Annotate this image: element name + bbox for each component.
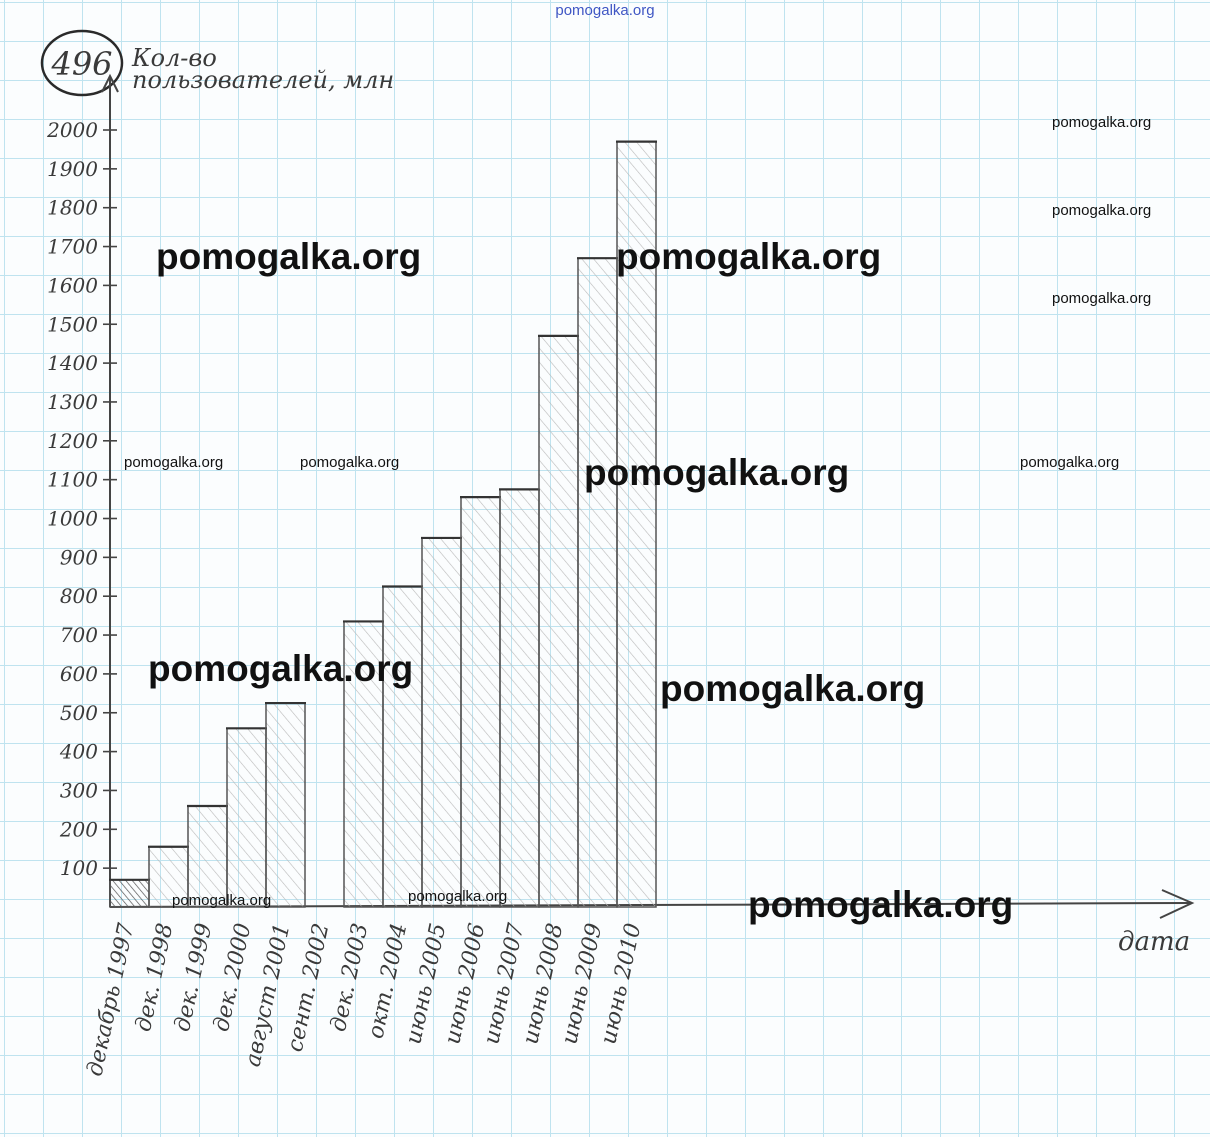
y-tick-label: 300 <box>60 778 98 802</box>
x-axis-label: дата <box>1118 927 1190 957</box>
watermark-10: pomogalka.org <box>124 454 224 471</box>
watermark-13: pomogalka.org <box>172 892 272 909</box>
watermark-1: pomogalka.org <box>156 236 422 277</box>
problem-number: 496 <box>50 45 112 83</box>
watermark-2: pomogalka.org <box>616 236 882 277</box>
y-tick-label: 600 <box>60 662 98 686</box>
watermark-4: pomogalka.org <box>148 648 414 689</box>
y-tick-label: 900 <box>60 545 98 569</box>
y-tick-label: 400 <box>59 740 98 764</box>
y-axis-label: Кол-во пользователей, млн <box>131 44 394 94</box>
bar <box>109 879 150 908</box>
watermark-6: pomogalka.org <box>748 884 1014 925</box>
y-tick-label: 1400 <box>47 351 98 375</box>
watermark-5: pomogalka.org <box>660 668 926 709</box>
bar <box>460 496 501 908</box>
watermark-8: pomogalka.org <box>1052 202 1152 219</box>
y-tick-label: 200 <box>59 817 98 841</box>
bar <box>382 585 423 908</box>
bar <box>343 620 384 908</box>
problem-number-marker: 496 <box>40 29 124 97</box>
watermark-12: pomogalka.org <box>1020 454 1120 471</box>
x-axis-arrow <box>1159 889 1195 919</box>
bar <box>538 335 579 908</box>
y-tick-label: 700 <box>60 623 98 647</box>
y-tick-label: 800 <box>60 584 98 608</box>
watermark-3: pomogalka.org <box>584 452 850 493</box>
bar <box>187 805 228 908</box>
y-axis-arrow <box>101 73 119 93</box>
x-tick-label: дек. 1999 <box>170 921 217 1034</box>
y-axis-ticks: 100 200 300 400 500 600 700 800 900 1000 1100 1200 1… <box>46 118 117 880</box>
watermark-9: pomogalka.org <box>1052 290 1152 307</box>
y-tick-label: 1800 <box>47 196 98 220</box>
x-tick-label: дек. 1998 <box>131 921 178 1034</box>
bar <box>226 727 267 908</box>
bar <box>616 140 657 908</box>
watermark-top: pomogalka.org <box>555 2 655 19</box>
y-tick-label: 1600 <box>47 273 98 297</box>
watermark-7: pomogalka.org <box>1052 114 1152 131</box>
bar <box>577 257 618 908</box>
x-tick-label: дек. 2003 <box>326 921 373 1034</box>
x-tick-label: декабрь 1997 <box>83 921 140 1078</box>
y-tick-label: 1500 <box>47 312 98 336</box>
y-tick-label: 500 <box>60 701 98 725</box>
x-tick-label: дек. 2000 <box>209 921 256 1034</box>
y-tick-label: 1100 <box>47 468 98 492</box>
y-tick-label: 100 <box>60 856 98 880</box>
bar <box>421 537 462 908</box>
y-tick-label: 1900 <box>47 157 98 181</box>
y-tick-label: 2000 <box>46 118 98 142</box>
bar <box>265 702 306 908</box>
watermark-11: pomogalka.org <box>300 454 400 471</box>
bar <box>499 488 540 908</box>
y-tick-label: 1200 <box>47 429 98 453</box>
problem-number-circle <box>40 29 124 97</box>
y-tick-label: 1300 <box>47 390 98 414</box>
bars <box>109 140 657 908</box>
y-tick-label: 1000 <box>47 507 98 531</box>
watermark-14: pomogalka.org <box>408 888 508 905</box>
y-tick-label: 1700 <box>47 235 98 259</box>
